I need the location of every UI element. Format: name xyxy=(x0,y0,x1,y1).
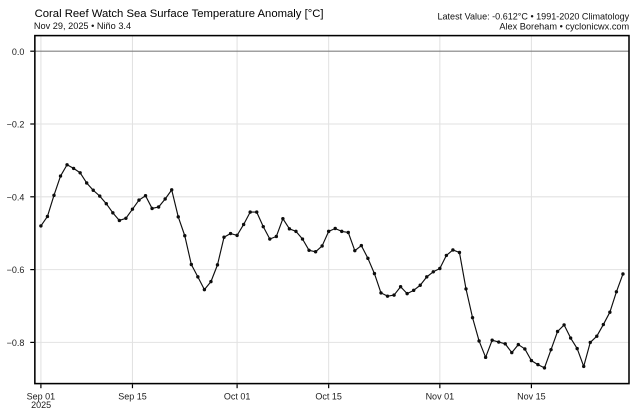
svg-text:Sep 01: Sep 01 xyxy=(27,392,56,402)
svg-text:Coral Reef Watch Sea Surface T: Coral Reef Watch Sea Surface Temperature… xyxy=(35,8,324,20)
svg-text:−0.8: −0.8 xyxy=(7,338,25,348)
svg-text:−0.4: −0.4 xyxy=(7,192,25,202)
svg-text:Oct 15: Oct 15 xyxy=(315,392,342,402)
svg-text:−0.2: −0.2 xyxy=(7,120,25,130)
svg-text:Sep 15: Sep 15 xyxy=(118,392,147,402)
svg-text:Latest Value: -0.612°C • 1991-: Latest Value: -0.612°C • 1991-2020 Clima… xyxy=(437,12,629,22)
svg-text:Nov 15: Nov 15 xyxy=(517,392,546,402)
svg-text:Nov 29, 2025 • Niño 3.4: Nov 29, 2025 • Niño 3.4 xyxy=(34,21,131,31)
svg-text:Oct 01: Oct 01 xyxy=(224,392,251,402)
svg-text:0.0: 0.0 xyxy=(12,47,25,57)
svg-text:Alex Boreham • cyclonicwx.com: Alex Boreham • cyclonicwx.com xyxy=(499,22,629,32)
svg-text:−0.6: −0.6 xyxy=(7,265,25,275)
svg-text:Nov 01: Nov 01 xyxy=(426,392,455,402)
svg-text:2025: 2025 xyxy=(31,400,51,410)
